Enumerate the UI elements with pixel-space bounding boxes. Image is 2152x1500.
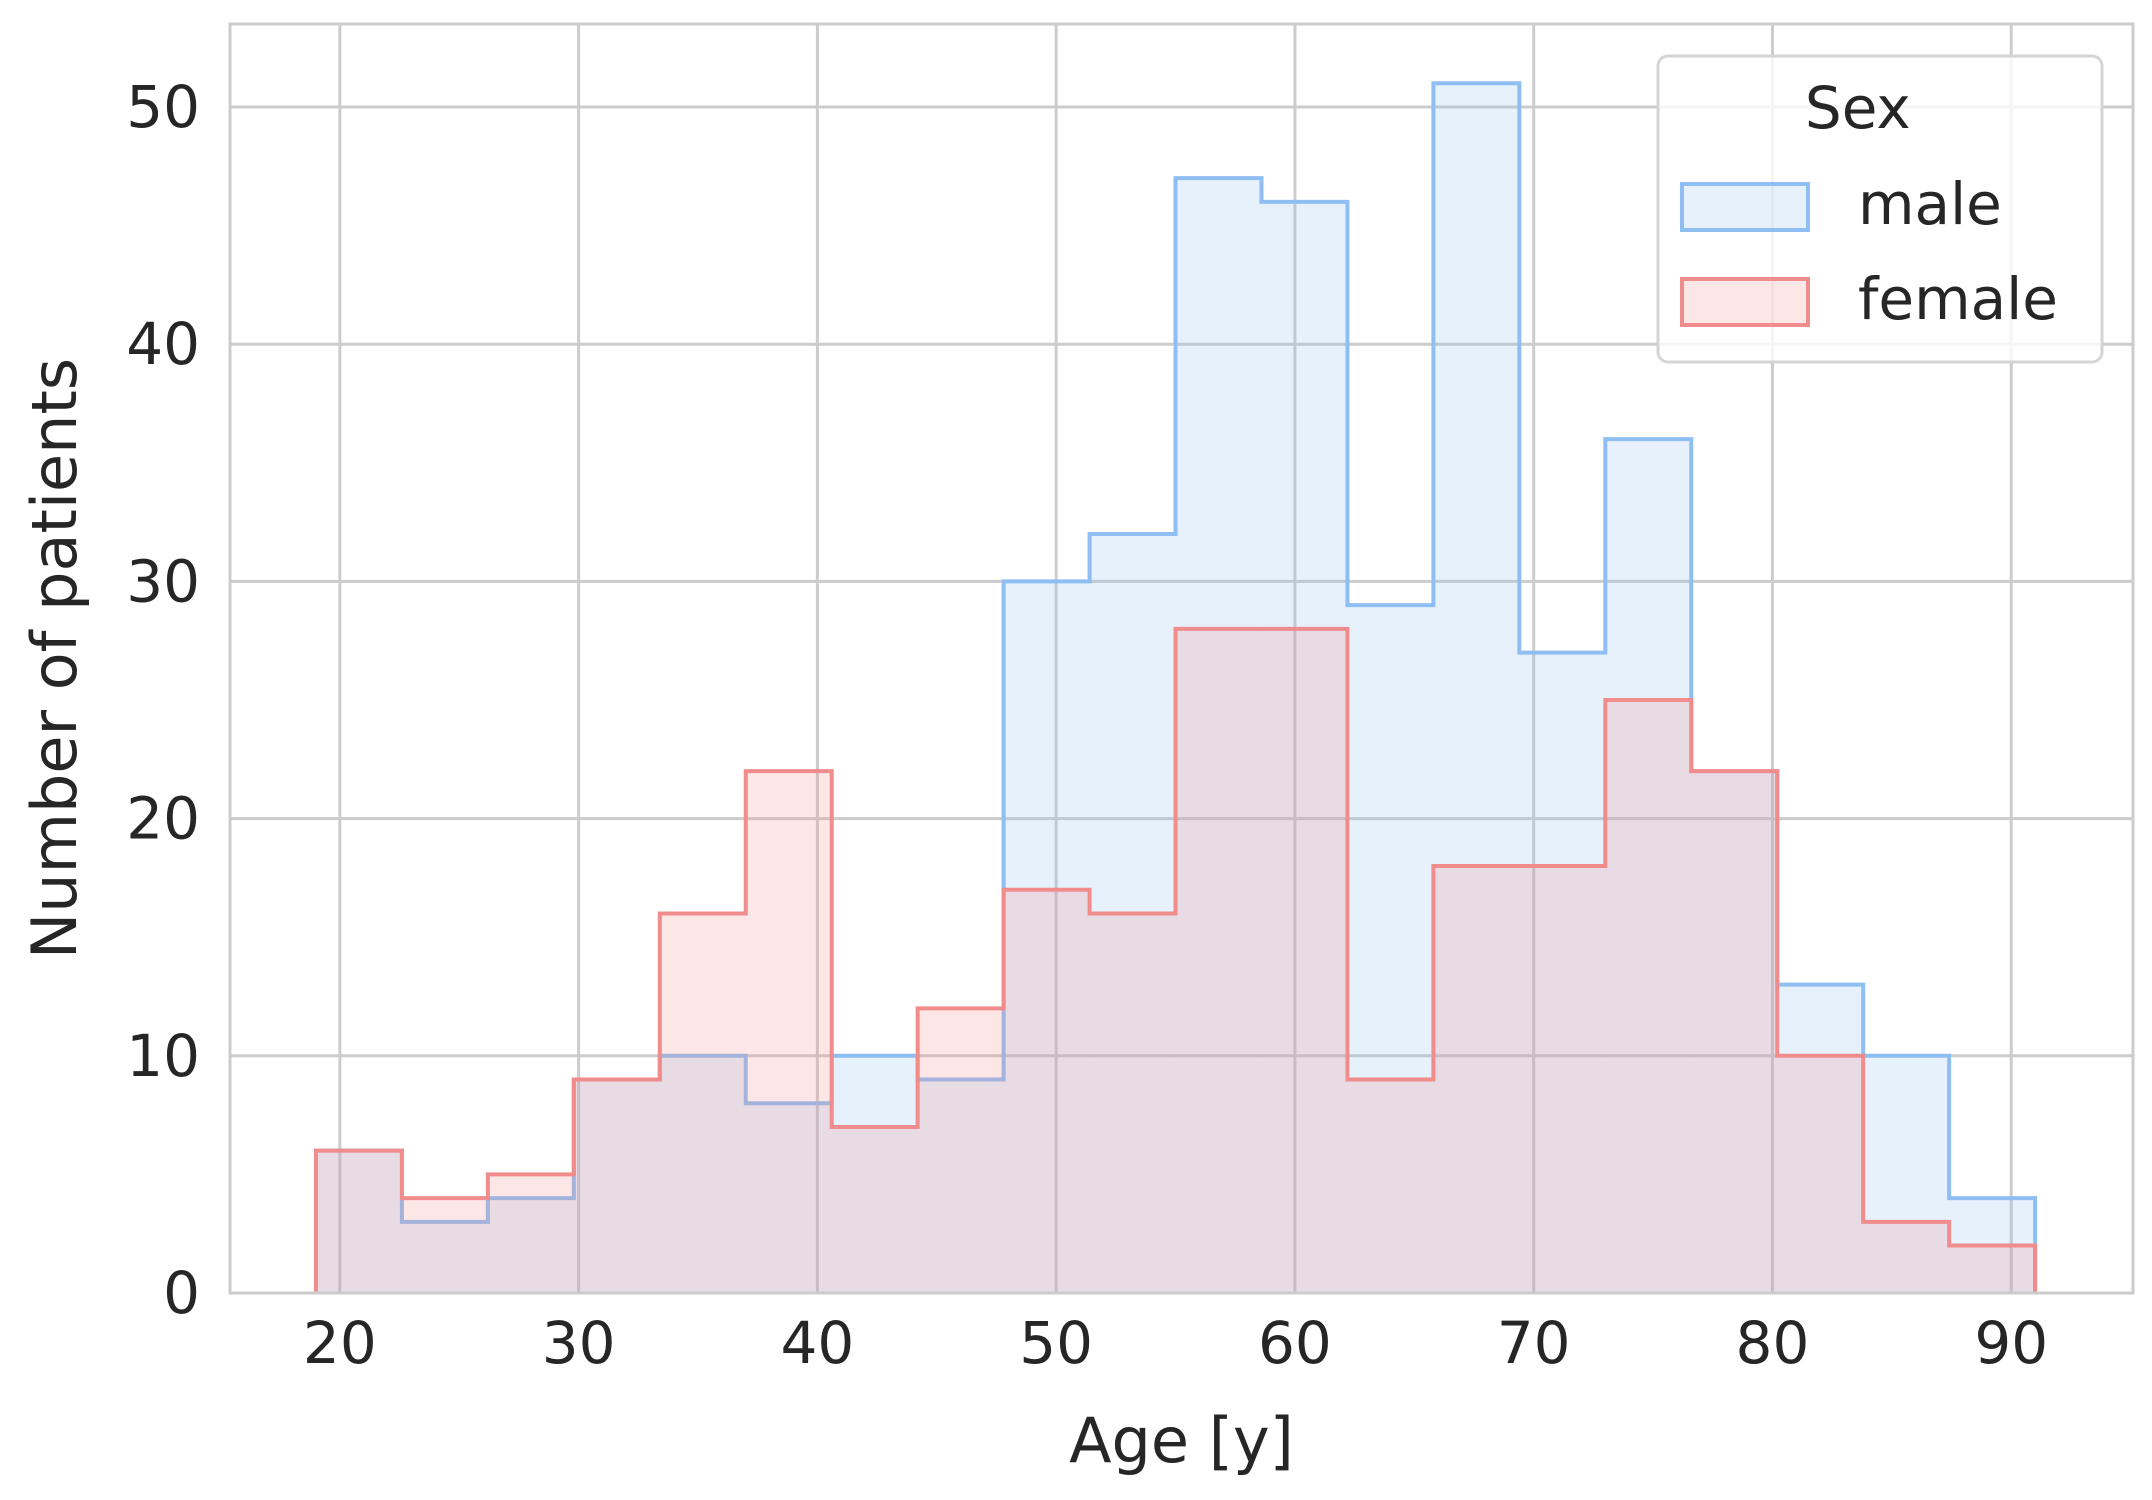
x-axis-ticks: 20 30 40 50 60 70 80 90 <box>303 1309 2048 1377</box>
bar-male <box>1519 652 1606 1293</box>
bar-female <box>1949 1245 2036 1293</box>
bar-female <box>1519 866 1606 1293</box>
legend-label-male: male <box>1858 170 2002 238</box>
y-tick-label: 0 <box>163 1259 200 1327</box>
bar-female <box>831 1126 918 1293</box>
bar-male <box>1605 439 1692 1293</box>
bar-female <box>659 913 746 1293</box>
bar-male <box>573 1079 660 1293</box>
y-tick-label: 20 <box>126 785 200 853</box>
x-tick-label: 50 <box>1019 1309 1093 1377</box>
x-tick-label: 80 <box>1736 1309 1810 1377</box>
legend-title: Sex <box>1805 74 1911 142</box>
x-axis-title: Age [y] <box>1069 1404 1294 1477</box>
legend-swatch-male <box>1680 182 1810 232</box>
y-axis-ticks: 0 10 20 30 40 50 <box>126 73 200 1327</box>
bar-male <box>315 1150 402 1293</box>
legend-box <box>1656 54 2104 364</box>
bar-female <box>745 771 832 1293</box>
legend-label-female: female <box>1858 265 2058 333</box>
bar-female <box>1691 771 1778 1293</box>
x-tick-label: 20 <box>303 1309 377 1377</box>
bar-female <box>1175 628 1262 1293</box>
y-tick-label: 40 <box>126 310 200 378</box>
bar-male <box>401 1221 488 1293</box>
bar-female <box>1777 1055 1864 1293</box>
legend-entries: male female <box>1680 170 2058 333</box>
x-tick-label: 40 <box>780 1309 854 1377</box>
bar-female <box>487 1174 574 1293</box>
y-axis-title: Number of patients <box>18 358 91 959</box>
bar-female <box>1089 913 1176 1293</box>
y-tick-label: 10 <box>126 1022 200 1090</box>
bar-male <box>1777 984 1864 1293</box>
bar-male <box>1691 771 1778 1293</box>
x-tick-label: 60 <box>1258 1309 1332 1377</box>
bar-male <box>1261 201 1348 1293</box>
bar-male <box>917 1079 1004 1293</box>
bar-female <box>1605 700 1692 1293</box>
step-outline-female <box>313 626 2038 1293</box>
bar-male <box>1347 605 1434 1293</box>
bar-male <box>1003 581 1090 1293</box>
bar-female <box>1003 889 1090 1293</box>
bar-female <box>1347 1079 1434 1293</box>
bar-female <box>1433 866 1520 1293</box>
bar-male <box>1175 178 1262 1293</box>
bar-female <box>401 1198 488 1293</box>
plot-frame <box>228 22 2135 1295</box>
bar-male <box>1863 1055 1950 1293</box>
bar-female <box>315 1150 402 1293</box>
x-tick-label: 30 <box>542 1309 616 1377</box>
bar-male <box>831 1055 918 1293</box>
legend: Sex male female <box>1656 54 2104 364</box>
histogram-series <box>313 81 2038 1293</box>
y-tick-label: 50 <box>126 73 200 141</box>
bar-female <box>573 1079 660 1293</box>
bar-male <box>659 1055 746 1293</box>
y-tick-label: 30 <box>126 547 200 615</box>
series-female <box>313 626 2038 1293</box>
bar-male <box>1433 83 1520 1293</box>
x-tick-label: 70 <box>1497 1309 1571 1377</box>
x-tick-label: 90 <box>1974 1309 2048 1377</box>
legend-swatch-female <box>1680 277 1810 327</box>
bar-female <box>1261 628 1348 1293</box>
bar-male <box>487 1198 574 1293</box>
bar-male <box>745 1103 832 1293</box>
bar-female <box>917 1008 1004 1293</box>
bar-female <box>1863 1221 1950 1293</box>
